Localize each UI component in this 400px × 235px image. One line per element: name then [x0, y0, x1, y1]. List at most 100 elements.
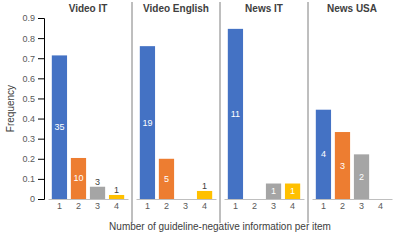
x-axis-line [137, 199, 217, 200]
y-tick: 0.6 [22, 74, 44, 84]
count-label: 3 [95, 177, 100, 187]
y-tick-mark [38, 98, 44, 99]
x-tick: 2 [252, 199, 257, 211]
x-tick-label: 2 [76, 201, 81, 211]
y-tick-label: 0.6 [22, 74, 35, 84]
x-tick-label: 1 [321, 201, 326, 211]
y-tick-label: 0.3 [22, 134, 35, 144]
bar [354, 154, 369, 199]
x-tick: 1 [57, 199, 62, 211]
bar [159, 159, 174, 199]
x-tick: 3 [95, 199, 100, 211]
y-tick: 0.2 [22, 154, 44, 164]
count-label: 10 [73, 173, 83, 183]
y-tick: 0.1 [22, 174, 44, 184]
chart: 00.10.20.30.40.50.60.70.80.9Video IT3510… [0, 0, 400, 235]
y-tick-label: 0.7 [22, 54, 35, 64]
x-axis: 1 2 3 4 [49, 199, 129, 211]
bar [228, 29, 243, 199]
y-tick-mark [38, 58, 44, 59]
x-tick: 4 [378, 199, 383, 211]
count-label: 1 [114, 185, 119, 195]
x-tick-label: 3 [95, 201, 100, 211]
bar [140, 46, 155, 199]
count-label: 4 [321, 149, 326, 159]
x-tick: 3 [183, 199, 188, 211]
y-tick-mark [38, 38, 44, 39]
panel-title: News IT [245, 3, 283, 14]
x-tick: 4 [114, 199, 119, 211]
y-tick: 0.7 [22, 54, 44, 64]
bar [335, 132, 350, 199]
y-tick-label: 0 [30, 194, 35, 204]
x-tick-label: 2 [164, 201, 169, 211]
y-tick-mark [38, 119, 44, 120]
y-tick: 0.9 [22, 13, 44, 23]
y-axis-title: Frequency [5, 85, 16, 132]
y-tick-mark [38, 199, 44, 200]
count-label: 5 [164, 174, 169, 184]
y-tick: 0.5 [22, 94, 44, 104]
x-tick-label: 4 [202, 201, 207, 211]
bar [285, 184, 300, 199]
count-label: 1 [271, 186, 276, 196]
x-tick-label: 1 [145, 201, 150, 211]
bar [109, 195, 124, 199]
y-tick-mark [38, 139, 44, 140]
y-tick-mark [38, 179, 44, 180]
y-tick: 0.8 [22, 33, 44, 43]
plot-area: 00.10.20.30.40.50.60.70.80.9Video IT3510… [22, 2, 392, 223]
x-axis: 1 2 3 4 [225, 199, 305, 211]
count-label: 35 [54, 122, 64, 132]
x-tick-label: 4 [378, 201, 383, 211]
x-tick: 2 [164, 199, 169, 211]
y-axis: 0 0.1 0.2 0.3 0.4 0.5 0.6 0.7 0.8 0.9 [22, 13, 44, 204]
x-tick: 1 [145, 199, 150, 211]
x-tick-label: 3 [271, 201, 276, 211]
panel-title: Video IT [69, 3, 108, 14]
y-tick: 0 [30, 194, 44, 204]
count-label: 19 [142, 118, 152, 128]
panel-separator [132, 2, 133, 223]
x-tick-label: 3 [359, 201, 364, 211]
bar [316, 110, 331, 199]
y-tick-label: 0.9 [22, 13, 35, 23]
x-tick-label: 2 [340, 201, 345, 211]
count-label: 3 [340, 161, 345, 171]
x-tick: 4 [202, 199, 207, 211]
y-tick-label: 0.2 [22, 154, 35, 164]
bar [373, 199, 388, 200]
y-tick-mark [38, 159, 44, 160]
x-tick: 2 [76, 199, 81, 211]
x-axis-line [49, 199, 129, 200]
bar [178, 199, 193, 200]
count-label: 2 [359, 172, 364, 182]
y-tick-label: 0.5 [22, 94, 35, 104]
bar [71, 158, 86, 199]
count-label: 1 [202, 181, 207, 191]
y-tick-label: 0.1 [22, 174, 35, 184]
bar [266, 184, 281, 199]
bar [247, 199, 262, 200]
y-tick-mark [38, 18, 44, 19]
y-tick-label: 0.8 [22, 33, 35, 43]
x-axis: 1 2 3 4 [313, 199, 393, 211]
bar [90, 187, 105, 199]
bar [52, 55, 67, 199]
x-tick-label: 1 [57, 201, 62, 211]
x-tick-label: 3 [183, 201, 188, 211]
x-tick-label: 4 [114, 201, 119, 211]
bars [52, 29, 369, 199]
panel-separator [220, 2, 221, 223]
x-tick-label: 1 [233, 201, 238, 211]
y-tick: 0.4 [22, 114, 44, 124]
x-axis-title: Number of guideline-negative information… [109, 221, 331, 232]
panel-separator [308, 2, 309, 223]
bar [197, 191, 212, 199]
x-axis: 1 2 3 4 [137, 199, 217, 211]
count-label: 1 [290, 186, 295, 196]
y-axis-line [38, 19, 45, 200]
x-tick: 1 [233, 199, 238, 211]
texts: Video IT351031Video English1951News IT11… [54, 2, 377, 223]
x-tick-label: 4 [290, 201, 295, 211]
